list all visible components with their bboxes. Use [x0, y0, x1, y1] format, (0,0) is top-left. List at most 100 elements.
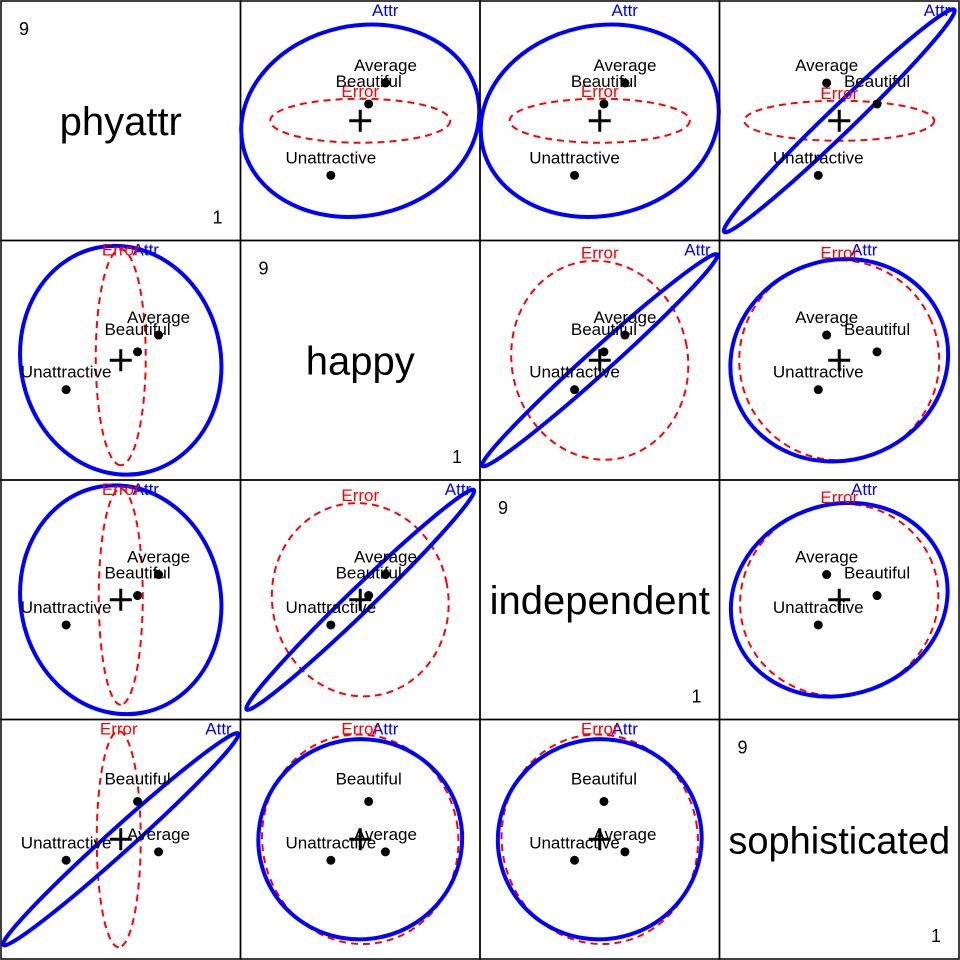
group-mean-point — [61, 620, 71, 630]
error-ellipse-label: Error — [102, 480, 140, 499]
attr-ellipse-label: Attr — [684, 241, 711, 260]
attr-ellipse-label: Attr — [612, 1, 639, 20]
attr-ellipse — [1, 731, 241, 948]
group-mean-point — [822, 570, 832, 580]
group-mean-point — [364, 99, 374, 109]
error-ellipse — [97, 487, 144, 706]
group-mean-label: Unattractive — [529, 833, 620, 852]
group-mean-label: Unattractive — [21, 598, 112, 617]
attr-ellipse — [728, 500, 950, 699]
group-mean-label: Average — [354, 825, 417, 844]
scale-max-label: 9 — [498, 498, 508, 518]
group-mean-point — [364, 796, 374, 806]
error-ellipse-label: Error — [102, 241, 140, 260]
error-ellipse-label: Error — [581, 243, 619, 262]
group-mean-point — [599, 99, 609, 109]
group-mean-point — [154, 847, 164, 857]
group-mean-point — [570, 855, 580, 865]
group-mean-label: Unattractive — [285, 148, 376, 167]
group-mean-point — [154, 570, 164, 580]
group-mean-point — [872, 591, 882, 601]
group-mean-point — [813, 620, 823, 630]
attr-ellipse-label: Attr — [851, 241, 878, 260]
scale-min-label: 1 — [452, 447, 462, 467]
group-mean-label: Average — [354, 548, 417, 567]
group-mean-label: Beautiful — [571, 320, 637, 339]
group-mean-label: Beautiful — [844, 320, 910, 339]
attr-ellipse-label: Attr — [445, 480, 472, 499]
scale-max-label: 9 — [738, 738, 748, 758]
group-mean-label: Unattractive — [773, 598, 864, 617]
attr-ellipse-label: Attr — [133, 241, 160, 260]
group-mean-label: Beautiful — [336, 769, 402, 788]
group-mean-point — [326, 170, 336, 180]
group-mean-point — [380, 847, 390, 857]
group-mean-point — [872, 99, 882, 109]
group-mean-label: Average — [593, 825, 656, 844]
group-mean-point — [620, 330, 630, 340]
group-mean-point — [364, 591, 374, 601]
group-mean-point — [154, 330, 164, 340]
group-mean-label: Beautiful — [571, 72, 637, 91]
group-mean-point — [133, 591, 143, 601]
error-ellipse — [500, 733, 699, 946]
group-mean-label: Beautiful — [844, 564, 910, 583]
scale-max-label: 9 — [19, 19, 29, 39]
error-ellipse-label: Error — [820, 84, 858, 103]
group-mean-label: Unattractive — [529, 363, 620, 382]
group-mean-point — [61, 385, 71, 395]
scale-min-label: 1 — [931, 926, 941, 946]
group-mean-point — [380, 570, 390, 580]
attr-ellipse-label: Attr — [851, 480, 878, 499]
attr-ellipse — [244, 487, 477, 712]
error-ellipse — [94, 248, 147, 467]
error-ellipse — [261, 733, 460, 946]
error-ellipse-label: Error — [581, 720, 619, 739]
group-mean-label: Unattractive — [773, 148, 864, 167]
group-mean-point — [133, 796, 143, 806]
group-mean-point — [599, 796, 609, 806]
group-mean-label: Average — [795, 56, 858, 75]
error-ellipse-label: Error — [100, 720, 138, 739]
variable-name: sophisticated — [728, 820, 950, 862]
group-mean-point — [872, 347, 882, 357]
scale-max-label: 9 — [259, 259, 269, 279]
group-mean-label: Average — [593, 56, 656, 75]
attr-ellipse — [480, 252, 720, 469]
group-mean-label: Unattractive — [773, 363, 864, 382]
error-ellipse — [510, 259, 690, 461]
attr-ellipse — [239, 22, 482, 219]
group-mean-point — [570, 170, 580, 180]
group-mean-label: Beautiful — [104, 564, 170, 583]
group-mean-point — [61, 855, 71, 865]
group-mean-label: Average — [127, 825, 190, 844]
error-ellipse-label: Error — [820, 243, 858, 262]
group-mean-label: Unattractive — [285, 598, 376, 617]
group-mean-point — [133, 347, 143, 357]
group-mean-point — [822, 330, 832, 340]
error-ellipse — [508, 97, 691, 144]
group-mean-label: Beautiful — [104, 320, 170, 339]
attr-ellipse — [478, 22, 721, 219]
attr-ellipse — [256, 737, 465, 942]
attr-ellipse-label: Attr — [372, 720, 399, 739]
attr-ellipse-label: Attr — [612, 720, 639, 739]
group-mean-label: Average — [593, 308, 656, 327]
group-mean-point — [813, 170, 823, 180]
variable-name: happy — [306, 339, 415, 383]
group-mean-point — [570, 385, 580, 395]
group-mean-label: Beautiful — [844, 72, 910, 91]
variable-name: independent — [490, 579, 710, 623]
group-mean-label: Unattractive — [21, 833, 112, 852]
group-mean-point — [599, 347, 609, 357]
variable-name: phyattr — [60, 100, 182, 144]
panel-frame — [718, 718, 960, 960]
group-mean-point — [620, 847, 630, 857]
attr-ellipse — [721, 7, 957, 235]
group-mean-label: Average — [795, 308, 858, 327]
group-mean-label: Beautiful — [571, 769, 637, 788]
attr-ellipse-label: Attr — [372, 1, 399, 20]
group-mean-point — [326, 855, 336, 865]
group-mean-point — [822, 78, 832, 88]
